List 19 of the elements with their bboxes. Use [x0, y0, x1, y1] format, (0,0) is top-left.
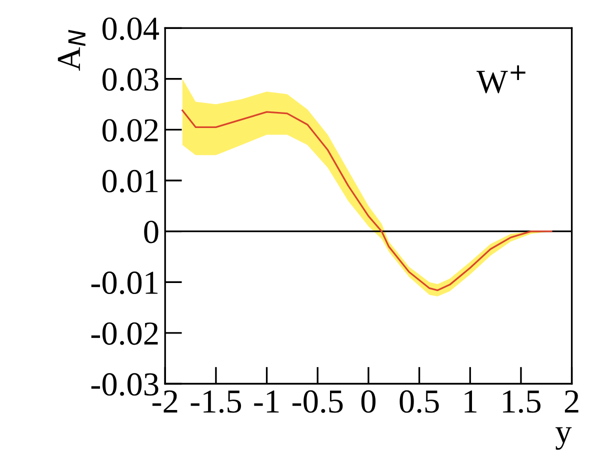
- y-tick-label: -0.02: [91, 322, 158, 345]
- line-series: [182, 110, 552, 292]
- x-tick-label: -0.5: [292, 390, 343, 413]
- y-tick-label: -0.01: [91, 272, 158, 294]
- x-tick-label: 0.5: [400, 390, 439, 413]
- annotation: W$^{+}$: [476, 65, 526, 94]
- x-tick-label: -1: [254, 390, 279, 412]
- x-tick-label: -1.5: [190, 390, 242, 413]
- y-axis-title: A$_{N}$: [58, 30, 86, 71]
- y-tick-label: 0.03: [102, 68, 158, 91]
- x-tick-label: 0: [361, 390, 376, 413]
- x-tick-label: 1: [464, 390, 476, 412]
- y-tick-label: 0.04: [102, 17, 160, 40]
- y-tick-label: 0: [144, 220, 158, 244]
- x-tick-label: 1.5: [503, 390, 540, 413]
- y-tick-label: 0.02: [102, 119, 158, 142]
- y-tick-label: 0.01: [102, 170, 158, 193]
- x-tick-label: 2: [564, 390, 578, 412]
- x-axis-title: y: [556, 427, 572, 450]
